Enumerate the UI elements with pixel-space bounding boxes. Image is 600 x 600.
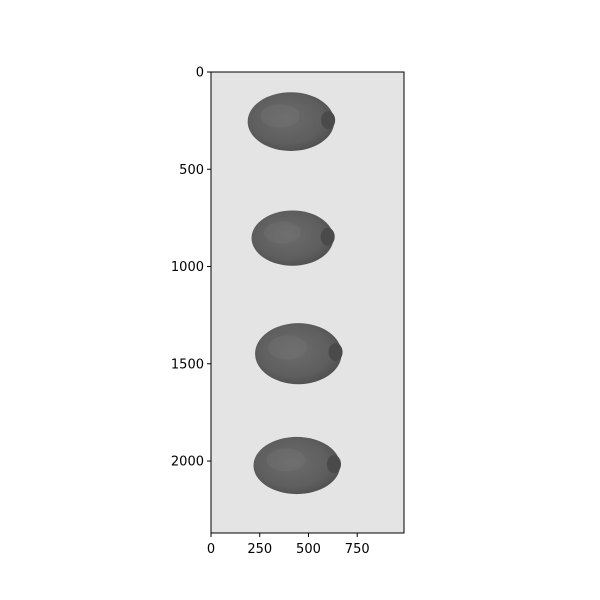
seed-3 bbox=[255, 323, 343, 385]
x-tick-label: 0 bbox=[207, 542, 215, 557]
seed-body bbox=[255, 323, 342, 385]
seed-2 bbox=[251, 210, 335, 266]
seed-hilum bbox=[321, 111, 336, 130]
seed-hilum bbox=[320, 227, 335, 246]
y-tick-label: 0 bbox=[196, 66, 204, 81]
seed-highlight bbox=[263, 221, 301, 244]
plot-frame bbox=[210, 71, 405, 534]
y-tick-label: 1500 bbox=[171, 357, 204, 372]
seed-body bbox=[251, 210, 334, 266]
seed-4 bbox=[253, 436, 341, 495]
x-tick-label: 250 bbox=[247, 542, 272, 557]
seed-hilum bbox=[326, 455, 341, 474]
seed-1 bbox=[247, 92, 336, 151]
x-tick-label: 500 bbox=[296, 542, 321, 557]
y-axis: 0 500 1000 1500 2000 bbox=[171, 66, 211, 470]
y-tick-label: 500 bbox=[179, 163, 204, 178]
seed-body bbox=[253, 436, 341, 495]
seeds-layer bbox=[247, 92, 343, 495]
seed-highlight bbox=[268, 335, 307, 360]
y-tick-label: 2000 bbox=[171, 455, 204, 470]
y-tick-label: 1000 bbox=[171, 260, 204, 275]
x-tick-label: 750 bbox=[345, 542, 370, 557]
seed-body bbox=[247, 92, 335, 151]
seed-highlight bbox=[260, 103, 300, 128]
x-axis: 0 250 500 750 bbox=[207, 533, 370, 557]
seed-highlight bbox=[266, 448, 306, 472]
seed-hilum bbox=[328, 343, 343, 362]
